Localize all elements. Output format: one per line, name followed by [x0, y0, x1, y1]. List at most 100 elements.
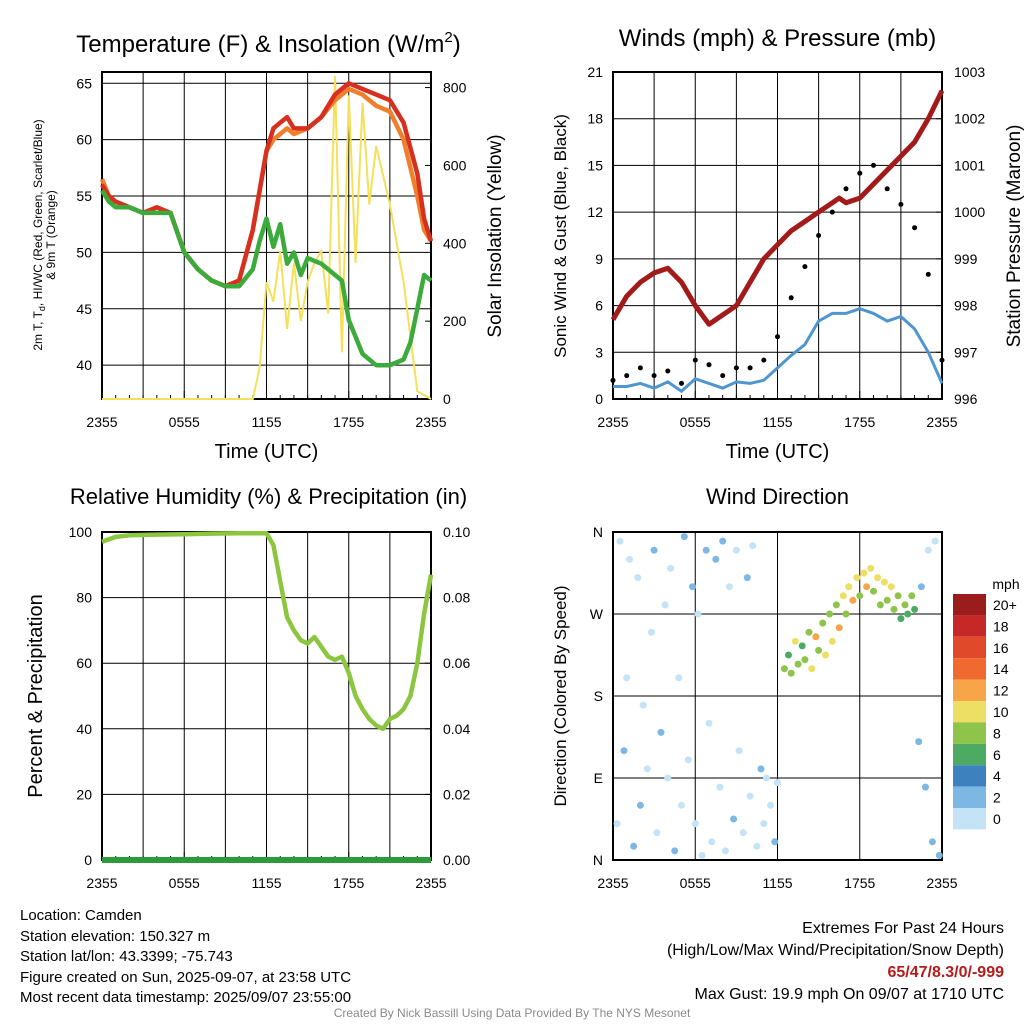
dir-legend-label: 8	[993, 725, 1001, 741]
dir-point	[620, 747, 628, 755]
dir-legend-label: 16	[993, 640, 1009, 656]
temp-ylabel-right: Solar Insolation (Yellow)	[485, 134, 506, 337]
dir-point	[894, 592, 902, 600]
dir-point	[716, 783, 724, 791]
wind-ytick-label: 18	[587, 111, 603, 127]
extremes-title: Extremes For Past 24 Hours	[802, 920, 1004, 937]
dir-point	[849, 596, 857, 604]
dir-point	[860, 569, 868, 577]
wind-ylabel: Sonic Wind & Gust (Blue, Black)	[551, 114, 570, 358]
dir-ytick-label: N	[593, 852, 603, 868]
wind-gust-point	[816, 233, 822, 238]
credit-line: Created By Nick Bassill Using Data Provi…	[333, 1006, 691, 1020]
wind-axes	[612, 71, 943, 400]
extremes-info: Extremes For Past 24 Hours (High/Low/Max…	[667, 918, 1004, 1006]
dir-legend-swatch	[953, 679, 986, 701]
dir-ylabel: Direction (Colored By Speed)	[551, 585, 570, 806]
rh-xtick-label: 0555	[169, 875, 200, 891]
dir-point	[853, 574, 861, 582]
dir-point	[801, 656, 809, 664]
wind-ylabel-right: Station Pressure (Maroon)	[1004, 125, 1024, 348]
dir-legend-label: 14	[993, 661, 1009, 677]
dir-point	[653, 829, 661, 837]
dir-point	[623, 674, 631, 682]
dir-point	[671, 847, 679, 855]
dir-point	[832, 601, 840, 609]
dir-point	[890, 605, 898, 613]
temp-ytick-label: 50	[76, 244, 92, 260]
dir-point	[812, 633, 820, 641]
wind-gust-point	[624, 373, 630, 379]
rh-xtick-label: 2355	[415, 875, 446, 891]
dir-legend	[953, 594, 986, 830]
wind-gust-point	[843, 186, 849, 192]
rh-ytick-label: 80	[76, 590, 92, 606]
dir-point	[616, 537, 624, 545]
dir-xtick-label: 1155	[762, 875, 792, 891]
dir-point	[922, 783, 929, 791]
dir-point	[787, 669, 795, 677]
temp-rtick-label: 0	[443, 391, 451, 407]
dir-point	[639, 701, 647, 709]
dir-point	[835, 624, 843, 632]
wind-ytick-label: 6	[595, 298, 603, 314]
wind-ytick-label: 21	[587, 64, 603, 80]
dir-point	[876, 601, 884, 609]
dir-ytick-label: N	[593, 524, 603, 540]
wind-gust-point	[692, 357, 698, 363]
dir-point	[698, 851, 706, 859]
dir-point	[739, 829, 747, 837]
recent-timestamp: Most recent data timestamp: 2025/09/07 2…	[20, 989, 352, 1006]
dir-legend-label: 2	[993, 790, 1001, 806]
wind-ytick-label: 3	[595, 344, 603, 360]
dir-point	[774, 779, 781, 787]
wind-gust-point	[665, 368, 671, 374]
dir-point	[904, 610, 912, 618]
dir-legend-label: 10	[993, 704, 1009, 720]
temp-xtick-label: 2355	[415, 414, 446, 430]
dir-point	[880, 578, 888, 586]
dir-point	[901, 601, 909, 609]
wind-rtick-label: 996	[954, 391, 978, 407]
dir-point	[785, 651, 792, 659]
dir-point	[626, 555, 633, 563]
dir-point	[863, 583, 871, 591]
dir-point	[634, 574, 642, 582]
dir-legend-swatch	[953, 808, 986, 830]
dir-point	[791, 637, 799, 645]
dir-point	[680, 533, 688, 541]
dir-point	[661, 601, 669, 609]
dir-point	[735, 747, 743, 755]
dir-axes	[612, 531, 943, 861]
dir-point	[702, 546, 710, 554]
dir-legend-label: 6	[993, 747, 1001, 763]
dir-xtick-label: 2355	[926, 875, 957, 891]
extremes-subtitle: (High/Low/Max Wind/Precipitation/Snow De…	[666, 942, 1004, 959]
temp-xtick-label: 1155	[251, 414, 281, 430]
wind-rtick-label: 1001	[954, 157, 985, 173]
dir-legend-label: 20+	[993, 597, 1017, 613]
dir-point	[667, 564, 675, 572]
wind-gust-point	[939, 357, 945, 363]
temp-ylabel: 2m T, Td, HI/WC (Red, Green, Scarlet/Blu…	[31, 119, 58, 350]
wind-gust-point	[925, 271, 931, 277]
dir-ytick-label: S	[594, 688, 603, 704]
dir-point	[684, 756, 692, 764]
dir-point	[856, 592, 864, 600]
dir-legend-swatch	[953, 786, 986, 808]
wind-pressure-line	[610, 89, 945, 327]
wind-gust-point	[720, 373, 726, 379]
dir-point	[675, 674, 683, 682]
dir-legend-swatch	[953, 765, 986, 787]
dir-point	[678, 801, 685, 809]
wind-xtick-label: 2355	[597, 414, 628, 430]
dir-point	[822, 651, 829, 659]
dir-point	[732, 546, 740, 554]
dir-point	[705, 719, 713, 727]
dir-point	[636, 801, 644, 809]
dir-point	[726, 583, 733, 591]
dir-point	[643, 765, 651, 773]
dir-xtick-label: 0555	[680, 875, 711, 891]
dir-point	[911, 605, 919, 613]
wind-gust-point	[912, 225, 918, 231]
